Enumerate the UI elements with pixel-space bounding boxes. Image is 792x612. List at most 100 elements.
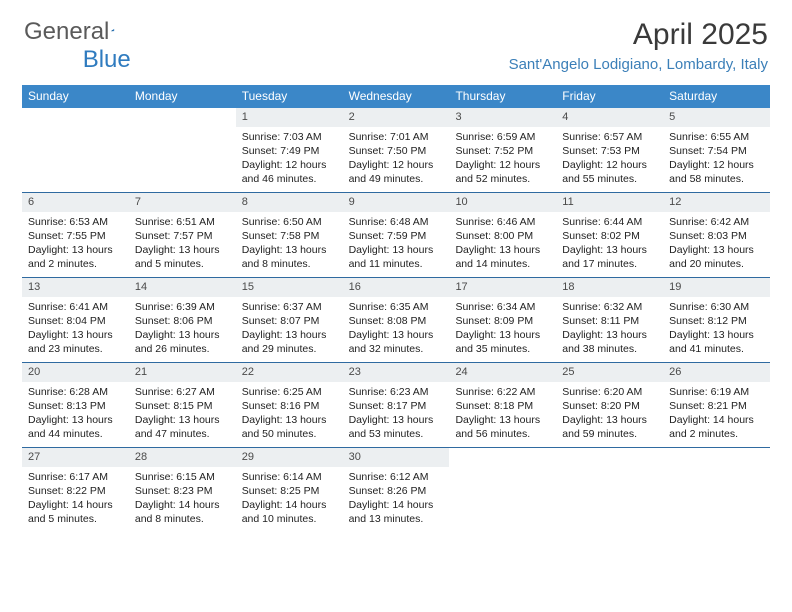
sunset-line: Sunset: 8:15 PM	[135, 399, 230, 413]
calendar-day-cell: 10Sunrise: 6:46 AMSunset: 8:00 PMDayligh…	[449, 193, 556, 277]
day-sun-info: Sunrise: 6:37 AMSunset: 8:07 PMDaylight:…	[236, 297, 343, 361]
daylight-line: Daylight: 13 hours and 50 minutes.	[242, 413, 337, 441]
sunrise-line: Sunrise: 6:53 AM	[28, 215, 123, 229]
sunset-line: Sunset: 7:50 PM	[349, 144, 444, 158]
sunrise-line: Sunrise: 6:42 AM	[669, 215, 764, 229]
calendar-day-cell: 3Sunrise: 6:59 AMSunset: 7:52 PMDaylight…	[449, 108, 556, 192]
sunset-line: Sunset: 8:08 PM	[349, 314, 444, 328]
sunrise-line: Sunrise: 6:15 AM	[135, 470, 230, 484]
calendar-body: .. 1Sunrise: 7:03 AMSunset: 7:49 PMDaylig…	[22, 108, 770, 532]
daylight-line: Daylight: 13 hours and 32 minutes.	[349, 328, 444, 356]
calendar-day-cell: 21 Sunrise: 6:27 AMSunset: 8:15 PMDayligh…	[129, 363, 236, 447]
calendar-week-row: 13Sunrise: 6:41 AMSunset: 8:04 PMDayligh…	[22, 277, 770, 362]
sunset-line: Sunset: 8:11 PM	[562, 314, 657, 328]
day-number: 27	[22, 448, 129, 467]
sunrise-line: Sunrise: 6:35 AM	[349, 300, 444, 314]
day-sun-info: Sunrise: 6:17 AMSunset: 8:22 PMDaylight:…	[22, 467, 129, 531]
calendar-day-cell: 18Sunrise: 6:32 AMSunset: 8:11 PMDayligh…	[556, 278, 663, 362]
sunset-line: Sunset: 8:12 PM	[669, 314, 764, 328]
daylight-line: Daylight: 13 hours and 38 minutes.	[562, 328, 657, 356]
daylight-line: Daylight: 13 hours and 59 minutes.	[562, 413, 657, 441]
calendar: SundayMondayTuesdayWednesdayThursdayFrid…	[22, 85, 770, 532]
page-title: April 2025	[509, 18, 768, 52]
daylight-line: Daylight: 14 hours and 5 minutes.	[28, 498, 123, 526]
calendar-day-cell: 29Sunrise: 6:14 AMSunset: 8:25 PMDayligh…	[236, 448, 343, 532]
daylight-line: Daylight: 14 hours and 8 minutes.	[135, 498, 230, 526]
day-number: 9	[343, 193, 450, 212]
day-sun-info: Sunrise: 6:53 AMSunset: 7:55 PMDaylight:…	[22, 212, 129, 276]
daylight-line: Daylight: 12 hours and 58 minutes.	[669, 158, 764, 186]
day-number: 12	[663, 193, 770, 212]
day-number: 1	[236, 108, 343, 127]
daylight-line: Daylight: 13 hours and 20 minutes.	[669, 243, 764, 271]
day-number: 22	[236, 363, 343, 382]
calendar-day-cell: 22Sunrise: 6:25 AMSunset: 8:16 PMDayligh…	[236, 363, 343, 447]
calendar-empty-cell: .	[22, 108, 129, 192]
day-sun-info: Sunrise: 6:30 AMSunset: 8:12 PMDaylight:…	[663, 297, 770, 361]
daylight-line: Daylight: 12 hours and 55 minutes.	[562, 158, 657, 186]
day-sun-info: Sunrise: 6:28 AMSunset: 8:13 PMDaylight:…	[22, 382, 129, 446]
daylight-line: Daylight: 13 hours and 5 minutes.	[135, 243, 230, 271]
day-number: 11	[556, 193, 663, 212]
day-sun-info: Sunrise: 6:22 AMSunset: 8:18 PMDaylight:…	[449, 382, 556, 446]
day-number: 14	[129, 278, 236, 297]
day-number: 25	[556, 363, 663, 382]
daylight-line: Daylight: 13 hours and 47 minutes.	[135, 413, 230, 441]
sunrise-line: Sunrise: 6:57 AM	[562, 130, 657, 144]
sunset-line: Sunset: 8:22 PM	[28, 484, 123, 498]
day-sun-info: Sunrise: 6:19 AMSunset: 8:21 PMDaylight:…	[663, 382, 770, 446]
day-number: 24	[449, 363, 556, 382]
calendar-empty-cell: .	[663, 448, 770, 532]
day-sun-info: Sunrise: 6:23 AMSunset: 8:17 PMDaylight:…	[343, 382, 450, 446]
calendar-day-header-row: SundayMondayTuesdayWednesdayThursdayFrid…	[22, 85, 770, 108]
day-header: Saturday	[663, 85, 770, 108]
day-header: Wednesday	[343, 85, 450, 108]
calendar-day-cell: 19Sunrise: 6:30 AMSunset: 8:12 PMDayligh…	[663, 278, 770, 362]
day-number: 21	[129, 363, 236, 382]
sunset-line: Sunset: 7:59 PM	[349, 229, 444, 243]
calendar-day-cell: 8Sunrise: 6:50 AMSunset: 7:58 PMDaylight…	[236, 193, 343, 277]
day-sun-info: Sunrise: 6:15 AMSunset: 8:23 PMDaylight:…	[129, 467, 236, 531]
sunrise-line: Sunrise: 6:27 AM	[135, 385, 230, 399]
daylight-line: Daylight: 13 hours and 41 minutes.	[669, 328, 764, 356]
day-sun-info: Sunrise: 6:44 AMSunset: 8:02 PMDaylight:…	[556, 212, 663, 276]
day-sun-info: Sunrise: 7:01 AMSunset: 7:50 PMDaylight:…	[343, 127, 450, 191]
day-number: 18	[556, 278, 663, 297]
daylight-line: Daylight: 13 hours and 23 minutes.	[28, 328, 123, 356]
sunset-line: Sunset: 7:49 PM	[242, 144, 337, 158]
calendar-day-cell: 12Sunrise: 6:42 AMSunset: 8:03 PMDayligh…	[663, 193, 770, 277]
daylight-line: Daylight: 13 hours and 11 minutes.	[349, 243, 444, 271]
day-number: 28	[129, 448, 236, 467]
day-number: 15	[236, 278, 343, 297]
calendar-day-cell: 11Sunrise: 6:44 AMSunset: 8:02 PMDayligh…	[556, 193, 663, 277]
day-number: 17	[449, 278, 556, 297]
logo: General	[24, 18, 131, 46]
logo-text-gray: General	[24, 18, 109, 46]
daylight-line: Daylight: 14 hours and 13 minutes.	[349, 498, 444, 526]
calendar-day-cell: 1Sunrise: 7:03 AMSunset: 7:49 PMDaylight…	[236, 108, 343, 192]
sunset-line: Sunset: 8:23 PM	[135, 484, 230, 498]
sunrise-line: Sunrise: 6:22 AM	[455, 385, 550, 399]
day-header: Tuesday	[236, 85, 343, 108]
calendar-day-cell: 28Sunrise: 6:15 AMSunset: 8:23 PMDayligh…	[129, 448, 236, 532]
day-header: Sunday	[22, 85, 129, 108]
day-number: 29	[236, 448, 343, 467]
calendar-day-cell: 14Sunrise: 6:39 AMSunset: 8:06 PMDayligh…	[129, 278, 236, 362]
day-number: 19	[663, 278, 770, 297]
sunrise-line: Sunrise: 6:28 AM	[28, 385, 123, 399]
title-block: April 2025 Sant'Angelo Lodigiano, Lombar…	[509, 18, 768, 73]
calendar-day-cell: 15Sunrise: 6:37 AMSunset: 8:07 PMDayligh…	[236, 278, 343, 362]
logo-triangle-icon	[111, 21, 114, 39]
sunset-line: Sunset: 8:17 PM	[349, 399, 444, 413]
calendar-day-cell: 26Sunrise: 6:19 AMSunset: 8:21 PMDayligh…	[663, 363, 770, 447]
sunrise-line: Sunrise: 7:01 AM	[349, 130, 444, 144]
day-number: 5	[663, 108, 770, 127]
calendar-day-cell: 20Sunrise: 6:28 AMSunset: 8:13 PMDayligh…	[22, 363, 129, 447]
day-sun-info: Sunrise: 6:34 AMSunset: 8:09 PMDaylight:…	[449, 297, 556, 361]
sunrise-line: Sunrise: 6:46 AM	[455, 215, 550, 229]
page-subtitle: Sant'Angelo Lodigiano, Lombardy, Italy	[509, 56, 768, 73]
calendar-day-cell: 9Sunrise: 6:48 AMSunset: 7:59 PMDaylight…	[343, 193, 450, 277]
calendar-day-cell: 27Sunrise: 6:17 AMSunset: 8:22 PMDayligh…	[22, 448, 129, 532]
sunset-line: Sunset: 8:06 PM	[135, 314, 230, 328]
day-sun-info: Sunrise: 6:48 AMSunset: 7:59 PMDaylight:…	[343, 212, 450, 276]
